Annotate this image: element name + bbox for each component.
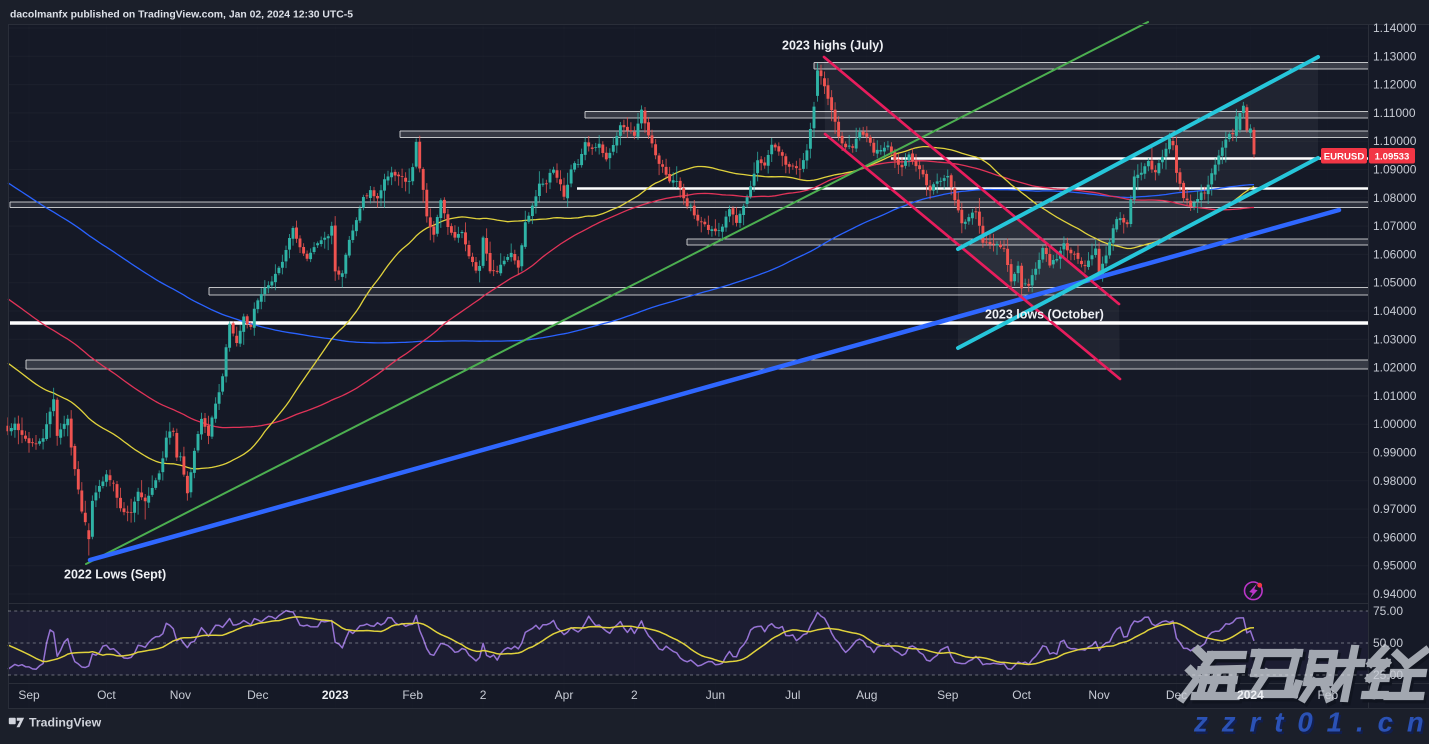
- svg-text:0.95000: 0.95000: [1373, 559, 1417, 573]
- svg-text:Aug: Aug: [856, 688, 877, 702]
- svg-text:0.97000: 0.97000: [1373, 502, 1417, 516]
- svg-text:Oct: Oct: [1012, 688, 1031, 702]
- svg-text:1.01000: 1.01000: [1373, 389, 1417, 403]
- svg-text:Sep: Sep: [18, 688, 40, 702]
- svg-text:0.96000: 0.96000: [1373, 530, 1417, 544]
- svg-text:2: 2: [631, 688, 638, 702]
- svg-text:Sep: Sep: [937, 688, 959, 702]
- svg-text:2023 highs (July): 2023 highs (July): [782, 39, 883, 53]
- svg-text:1.14000: 1.14000: [1373, 21, 1417, 35]
- svg-text:0.99000: 0.99000: [1373, 446, 1417, 460]
- svg-text:2022 Lows (Sept): 2022 Lows (Sept): [64, 568, 166, 582]
- svg-text:1.12000: 1.12000: [1373, 78, 1417, 92]
- svg-text:25.00: 25.00: [1373, 668, 1403, 682]
- svg-text:Oct: Oct: [97, 688, 116, 702]
- svg-text:2024: 2024: [1237, 688, 1264, 702]
- svg-text:Feb: Feb: [402, 688, 423, 702]
- svg-text:1.05000: 1.05000: [1373, 276, 1417, 290]
- svg-text:Jul: Jul: [785, 688, 800, 702]
- svg-text:1.10000: 1.10000: [1373, 134, 1417, 148]
- svg-text:0.94000: 0.94000: [1373, 587, 1417, 601]
- svg-text:zzrt01.cn: zzrt01.cn: [1195, 709, 1429, 739]
- svg-text:Nov: Nov: [1088, 688, 1109, 702]
- svg-text:1.09533: 1.09533: [1375, 152, 1410, 163]
- svg-text:Apr: Apr: [555, 688, 574, 702]
- svg-text:Feb: Feb: [1317, 688, 1338, 702]
- svg-text:75.00: 75.00: [1373, 604, 1403, 618]
- svg-text:Nov: Nov: [170, 688, 191, 702]
- svg-text:1.09000: 1.09000: [1373, 163, 1417, 177]
- svg-text:1.03000: 1.03000: [1373, 332, 1417, 346]
- svg-text:1.13000: 1.13000: [1373, 49, 1417, 63]
- svg-text:EURUSD: EURUSD: [1324, 152, 1365, 163]
- svg-text:1.04000: 1.04000: [1373, 304, 1417, 318]
- svg-text:1.11000: 1.11000: [1373, 106, 1416, 120]
- svg-text:1.00000: 1.00000: [1373, 417, 1417, 431]
- svg-text:zzrt01.cn: zzrt01.cn: [1193, 707, 1429, 738]
- svg-text:dacolmanfx published on Tradin: dacolmanfx published on TradingView.com,…: [10, 10, 353, 21]
- svg-text:50.00: 50.00: [1373, 636, 1403, 650]
- svg-text:1.06000: 1.06000: [1373, 247, 1417, 261]
- svg-text:2023: 2023: [322, 688, 349, 702]
- svg-text:1.02000: 1.02000: [1373, 361, 1417, 375]
- svg-text:TradingView: TradingView: [29, 716, 102, 730]
- svg-text:1.08000: 1.08000: [1373, 191, 1417, 205]
- svg-text:Jun: Jun: [706, 688, 725, 702]
- svg-text:2023 lows (October): 2023 lows (October): [985, 308, 1104, 322]
- svg-text:Dec: Dec: [1166, 688, 1187, 702]
- svg-text:Dec: Dec: [247, 688, 268, 702]
- svg-text:2: 2: [480, 688, 487, 702]
- svg-text:0.98000: 0.98000: [1373, 474, 1417, 488]
- svg-text:1.07000: 1.07000: [1373, 219, 1417, 233]
